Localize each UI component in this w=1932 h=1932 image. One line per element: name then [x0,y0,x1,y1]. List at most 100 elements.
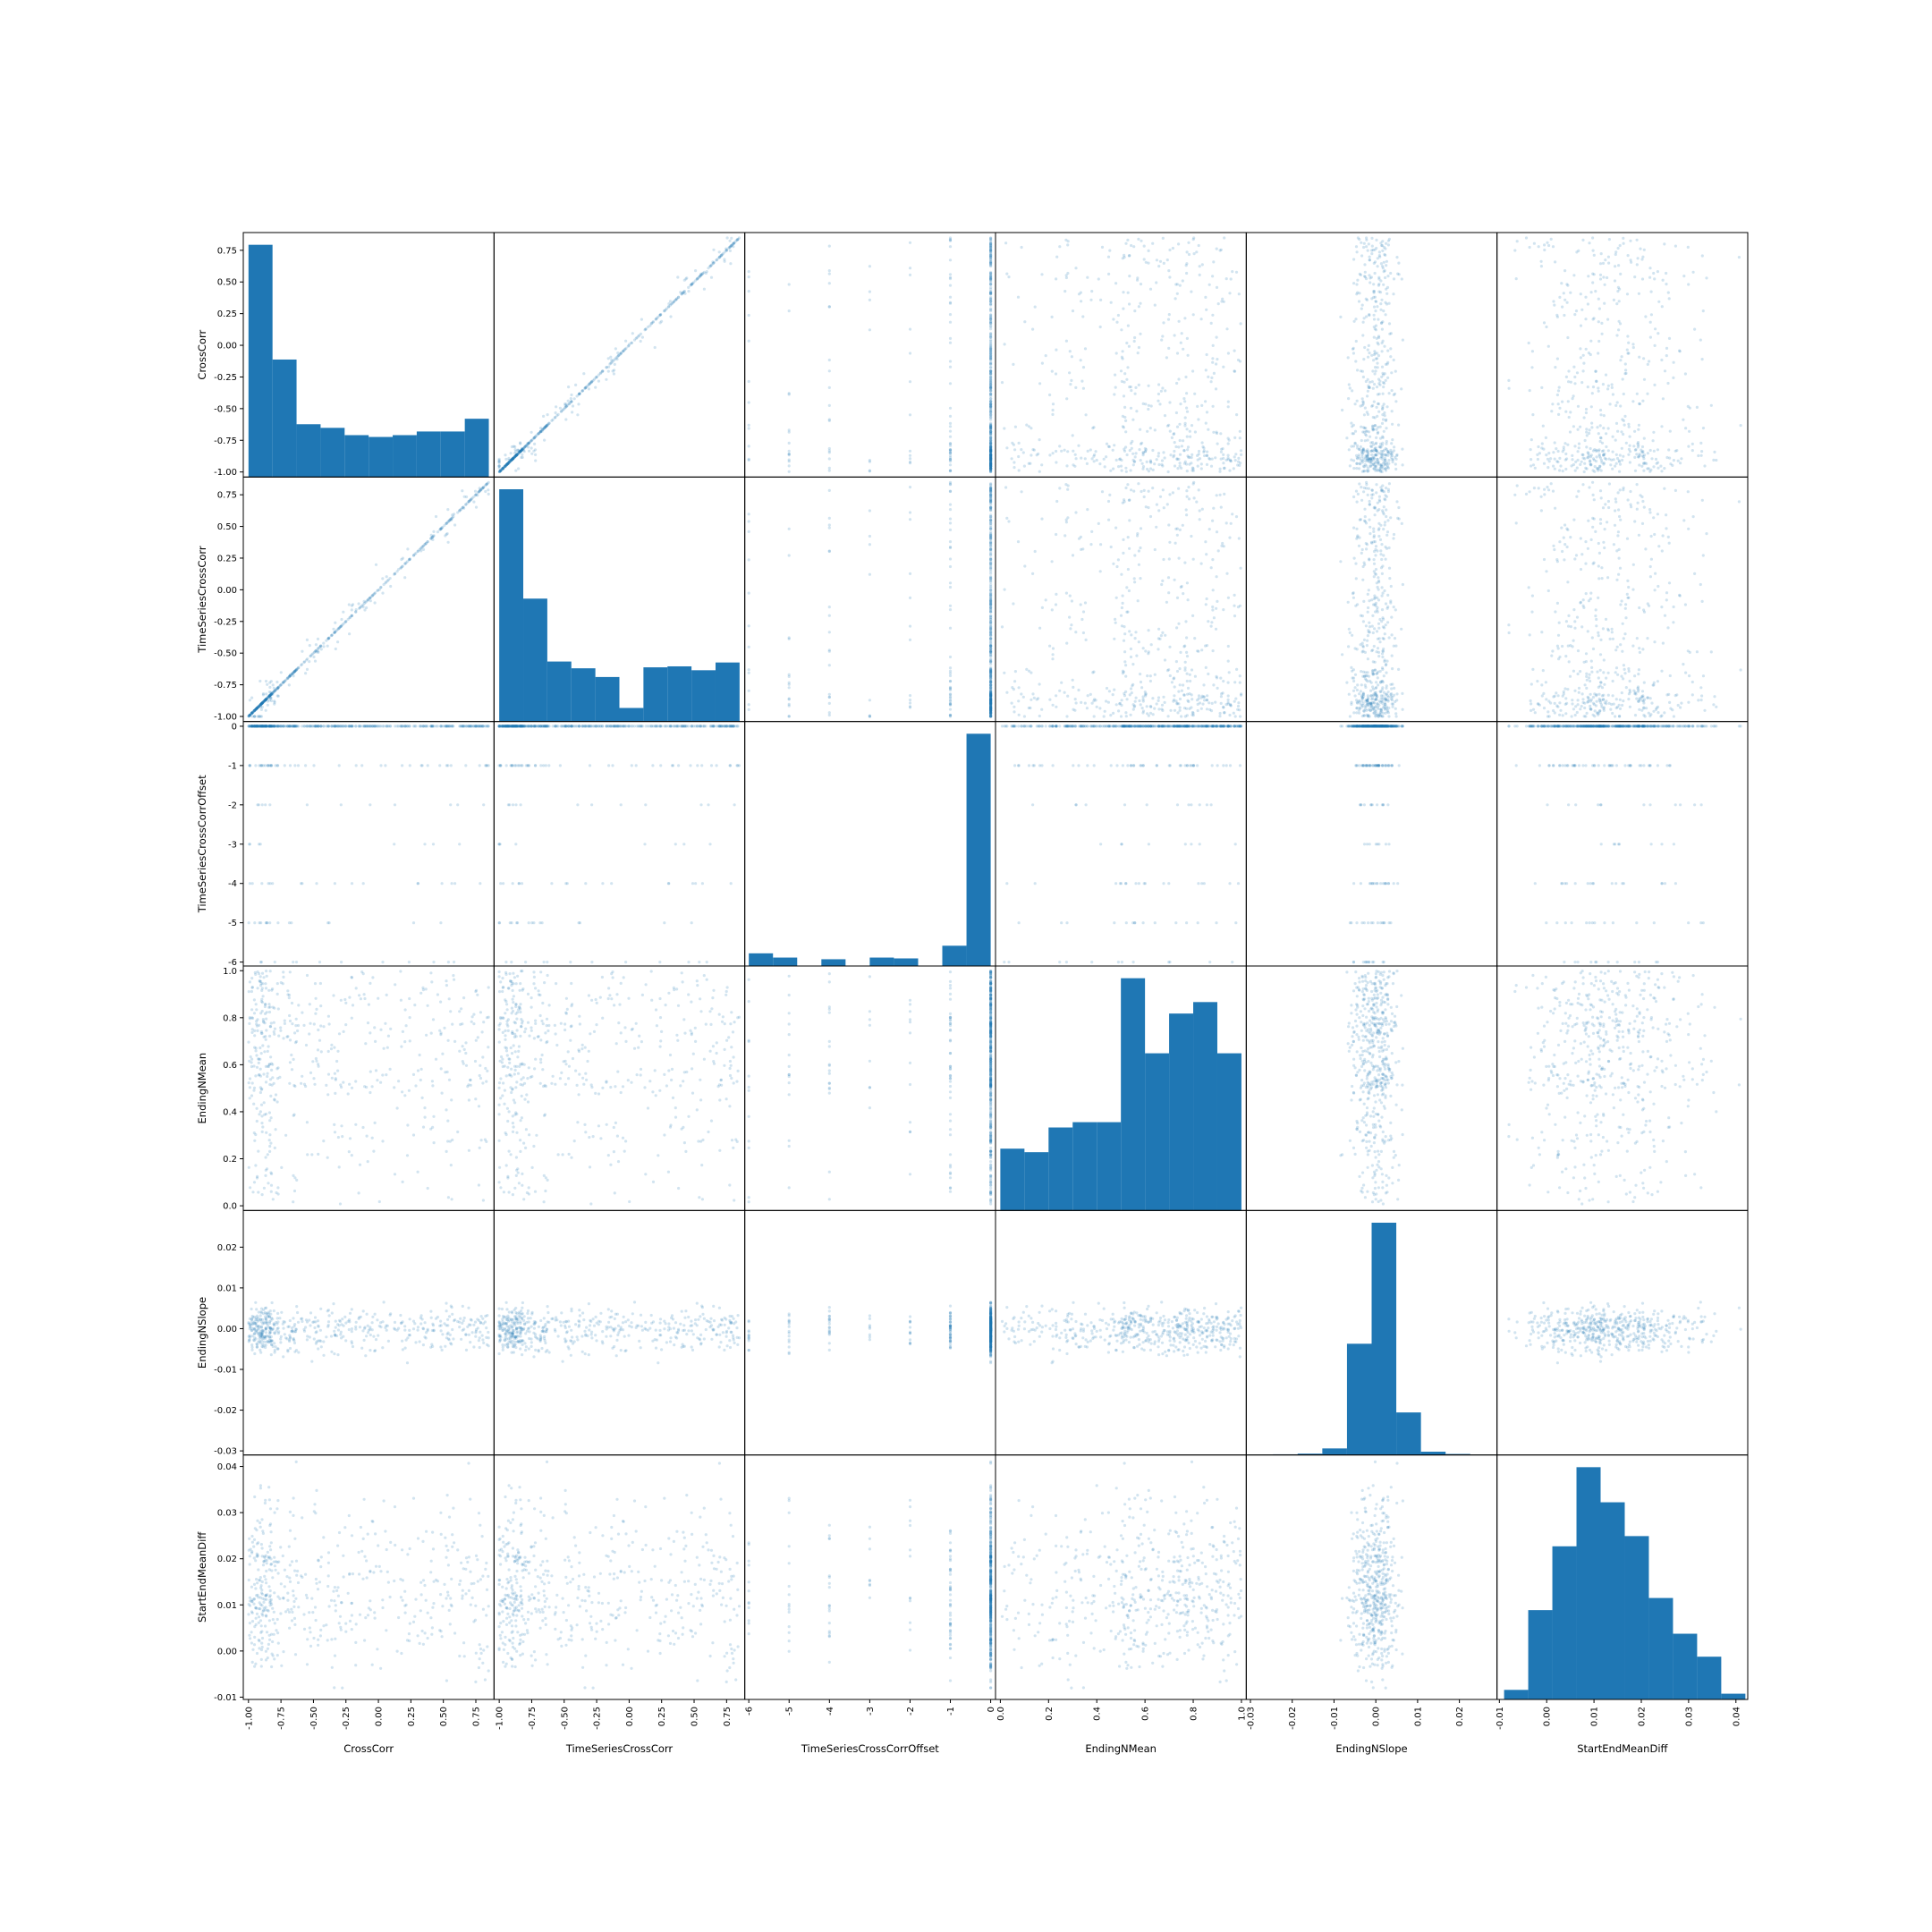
scatter-point [948,545,953,549]
scatter-point [1584,540,1588,544]
scatter-point [1097,521,1100,526]
panel-time-series-cross-corr-vs-time-series-cross-corr-offset [744,476,996,723]
scatter-point [589,381,592,386]
scatter-point [1642,357,1646,360]
scatter-point [989,402,993,406]
scatter-point [539,429,543,433]
scatter-point [1641,399,1645,402]
scatter-point [1616,429,1620,433]
scatter-point [1607,261,1611,265]
scatter-point [542,427,547,430]
scatter-point [1637,673,1640,676]
scatter-point [1350,445,1353,448]
scatter-point [1627,585,1631,589]
scatter-point [1175,352,1180,355]
scatter-point [1619,359,1623,362]
scatter-point [1368,621,1371,624]
scatter-point [1234,697,1238,700]
scatter-point [1238,708,1241,712]
scatter-point [1648,360,1651,363]
scatter-point [538,430,542,434]
scatter-point [1038,438,1041,442]
scatter-point [1536,457,1539,462]
scatter-point [1048,644,1052,648]
scatter-point [1667,692,1671,697]
scatter-point [1074,701,1078,705]
scatter-point [322,641,326,645]
scatter-point [1380,243,1384,248]
scatter-point [989,455,993,459]
scatter-point [1363,462,1367,467]
scatter-point [1392,277,1396,281]
scatter-point [1017,713,1021,716]
scatter-point [1384,313,1387,317]
scatter-point [1134,452,1138,455]
scatter-point [1207,620,1210,623]
scatter-point [1551,402,1555,406]
scatter-point [1055,255,1059,258]
scatter-point [1377,699,1381,703]
scatter-point [908,572,912,576]
scatter-point [1186,598,1190,602]
scatter-point [1613,279,1617,283]
scatter-point [1123,405,1127,409]
scatter-point [1377,250,1381,254]
scatter-point [1114,352,1118,355]
scatter-point [1188,462,1191,466]
scatter-point [1347,645,1351,648]
scatter-point [1229,521,1233,525]
scatter-point [1385,671,1388,674]
scatter-point [1573,313,1577,317]
scatter-point [534,453,538,456]
scatter-point [1198,457,1202,461]
scatter-point [989,563,993,566]
scatter-point [1371,669,1375,673]
scatter-point [1236,460,1241,463]
scatter-point [1193,430,1197,434]
scatter-point [530,438,533,443]
scatter-point [509,459,513,462]
scatter-point [747,445,750,448]
scatter-point [1198,518,1201,521]
scatter-point [1146,674,1149,678]
scatter-point [1168,540,1172,544]
scatter-point [1667,448,1671,452]
scatter-point [1365,429,1368,433]
scatter-point [1668,429,1672,433]
scatter-point [1115,564,1119,569]
scatter-point [730,243,733,248]
scatter-point [1594,369,1597,373]
scatter-point [586,384,589,387]
scatter-point [1219,248,1223,251]
scatter-point [1569,625,1572,629]
scatter-point [728,249,733,252]
scatter-point [1124,711,1128,715]
scatter-point [1371,614,1375,618]
scatter-point [515,453,519,457]
scatter-point [1051,408,1055,412]
scatter-point [510,459,513,462]
scatter-point [1211,608,1215,612]
scatter-point [517,452,521,455]
scatter-point [1126,366,1130,369]
scatter-point [1383,411,1386,415]
scatter-point [787,309,791,313]
scatter-point [570,400,573,403]
scatter-point [1010,701,1013,705]
scatter-point [1063,448,1066,452]
scatter-point [1356,492,1360,496]
scatter-point [1355,688,1359,692]
scatter-point [1650,457,1654,461]
scatter-point [1390,702,1394,706]
scatter-point [1581,238,1585,242]
scatter-point [1089,543,1093,547]
scatter-point [258,703,262,707]
scatter-point [1637,428,1640,431]
scatter-point [1565,283,1569,286]
scatter-point [1564,452,1568,456]
scatter-point [1648,575,1652,579]
scatter-point [1044,354,1047,358]
scatter-point [1185,262,1189,266]
scatter-point [513,448,517,452]
scatter-point [508,460,512,463]
